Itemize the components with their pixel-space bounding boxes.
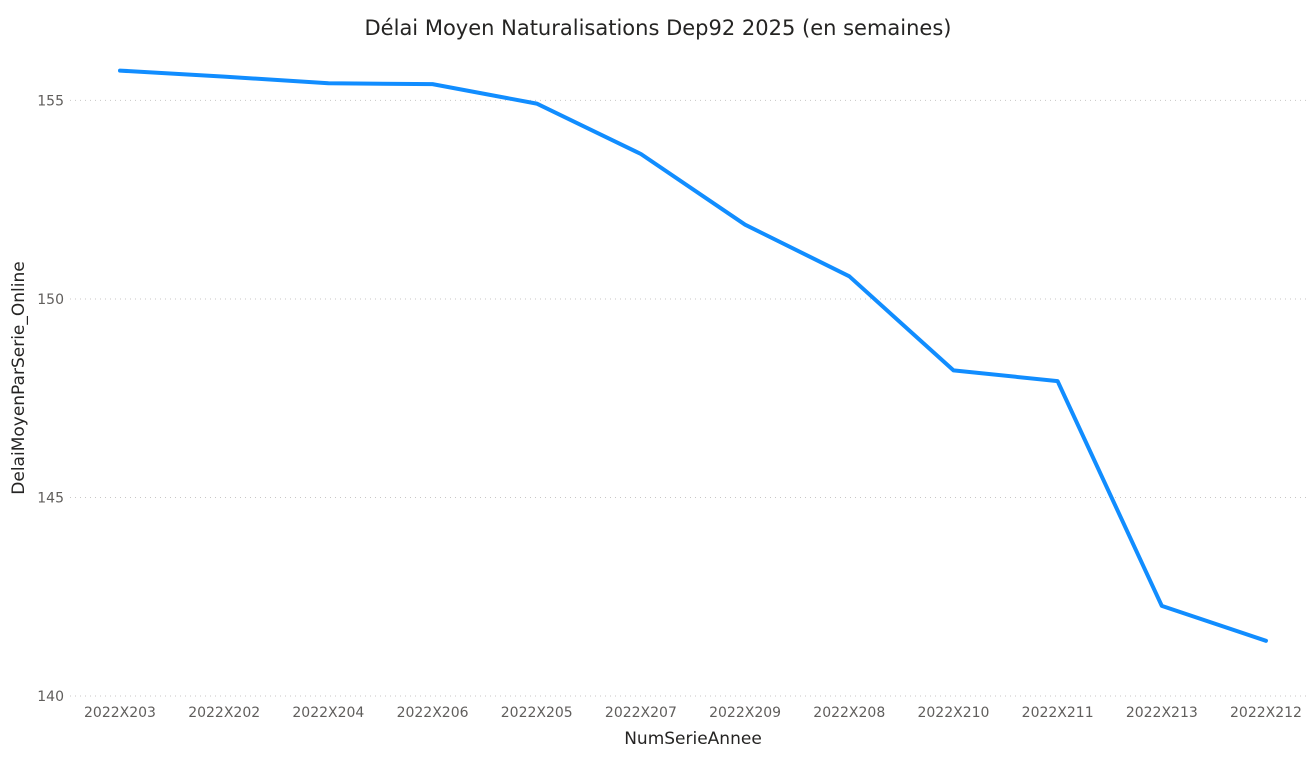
chart-title: Délai Moyen Naturalisations Dep92 2025 (…: [365, 16, 952, 40]
x-tick-label: 2022X209: [709, 705, 781, 721]
x-tick-label: 2022X203: [84, 705, 156, 721]
series-layer: [118, 68, 1268, 643]
x-axis-ticks: 2022X203 2022X202 2022X204 2022X206 2022X205…: [84, 705, 1302, 721]
x-tick-label: 2022X207: [605, 705, 677, 721]
x-tick-label: 2022X206: [397, 705, 469, 721]
x-tick-label: 2022X205: [501, 705, 573, 721]
x-tick-label: 2022X208: [813, 705, 885, 721]
x-tick-label: 2022X202: [188, 705, 260, 721]
x-tick-label: 2022X212: [1230, 705, 1302, 721]
x-tick-label: 2022X210: [917, 705, 989, 721]
y-tick-label: 150: [37, 292, 64, 308]
y-axis-ticks: 140 145 150 155: [37, 93, 64, 705]
y-tick-label: 145: [37, 490, 64, 506]
x-tick-label: 2022X211: [1022, 705, 1094, 721]
series-line: [118, 68, 1268, 643]
x-tick-label: 2022X204: [292, 705, 364, 721]
gridlines: [70, 99, 1306, 697]
y-tick-label: 140: [37, 689, 64, 705]
y-axis-title: DelaiMoyenParSerie_Online: [9, 261, 29, 494]
y-tick-label: 155: [37, 93, 64, 109]
x-axis-title: NumSerieAnnee: [624, 729, 762, 749]
x-tick-label: 2022X213: [1126, 705, 1198, 721]
